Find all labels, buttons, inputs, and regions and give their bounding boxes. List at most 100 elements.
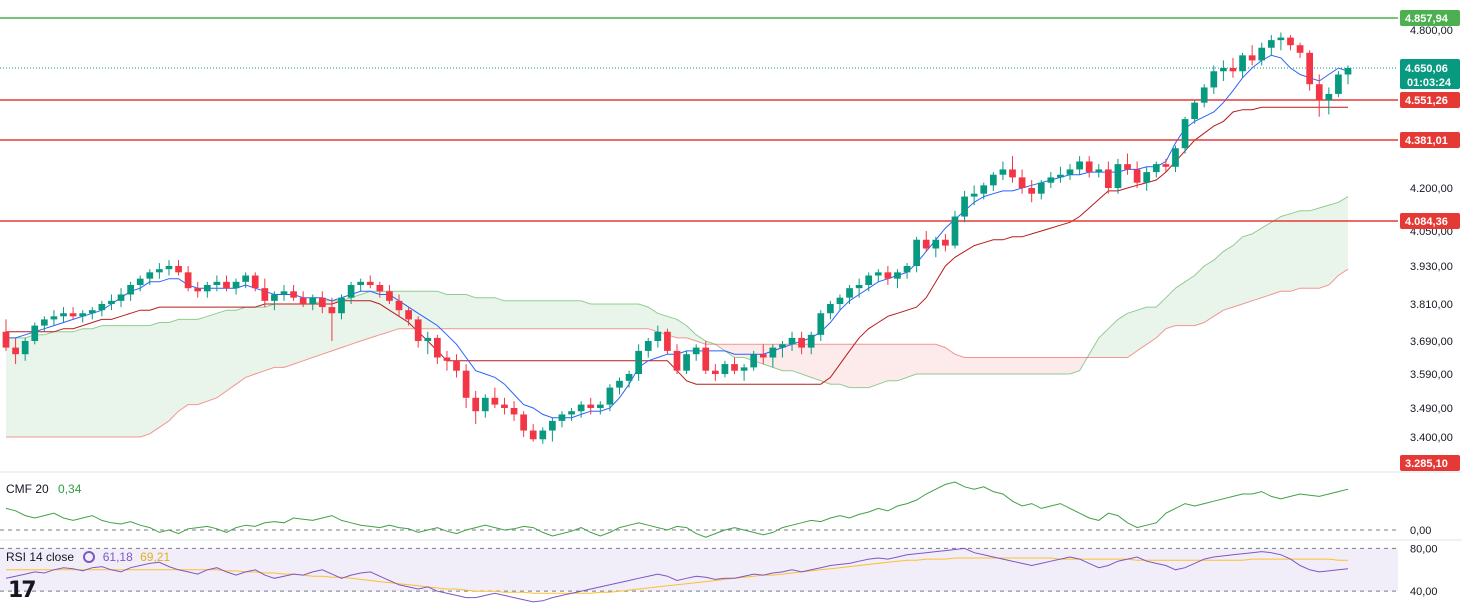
cloud-segment <box>561 300 572 329</box>
candle-body <box>271 294 278 301</box>
cloud-segment <box>514 300 524 329</box>
cloud-segment <box>322 300 332 355</box>
cloud-segment <box>523 300 534 329</box>
level-price-tag-bg <box>1400 92 1460 108</box>
candle-body <box>520 414 527 431</box>
cloud-segment <box>638 304 649 329</box>
cloud-segment <box>6 337 16 437</box>
tradingview-logo-icon[interactable]: 17 <box>8 578 37 603</box>
price-axis-label: 3.490,00 <box>1410 403 1453 415</box>
price-axis-label: 3.930,00 <box>1410 261 1453 273</box>
rsi-pane[interactable]: 80,00 40,00 <box>0 543 1438 603</box>
candle-body <box>702 347 710 371</box>
candle-body <box>654 331 662 341</box>
cloud-segment <box>312 300 323 358</box>
cloud-segment <box>1309 207 1320 289</box>
candle-body <box>596 404 604 408</box>
candle-body <box>136 278 144 285</box>
cloud-segment <box>360 291 371 341</box>
candle-body <box>1162 164 1170 167</box>
candle-body <box>568 411 575 415</box>
level-price-tag: 4.857,94 <box>1405 13 1449 25</box>
price-tags: 4.857,94 4.551,26 4.381,01 4.084,36 4.650,06… <box>1400 10 1460 471</box>
candle-body <box>874 272 882 276</box>
cloud-segment <box>1252 228 1262 301</box>
cloud-segment <box>255 307 265 374</box>
cloud-segment <box>696 334 706 345</box>
candle-body <box>1220 68 1227 72</box>
cloud-segment <box>418 291 428 329</box>
candle-body <box>481 397 489 412</box>
rsi-legend-label: RSI 14 close <box>6 550 75 564</box>
bottom-price-tag: 3.285,10 <box>1405 458 1448 470</box>
cmf-legend[interactable]: CMF 20 0,34 <box>6 482 81 496</box>
candle-body <box>625 374 633 381</box>
cloud-segment <box>274 304 284 368</box>
cloud-segment <box>1242 233 1253 304</box>
cloud-segment <box>964 357 975 374</box>
candle-body <box>549 420 556 431</box>
cloud-segment <box>1070 357 1080 374</box>
candle-body <box>213 281 221 285</box>
candle-body <box>711 370 719 374</box>
candle-body <box>942 239 949 246</box>
cloud-segment <box>859 344 869 388</box>
level-price-tag-bg <box>1400 213 1460 229</box>
cloud-segment <box>897 344 908 381</box>
candle-body <box>453 360 460 371</box>
candle-body <box>1248 55 1256 61</box>
candle-body <box>69 313 77 317</box>
candle-body <box>405 310 412 320</box>
candle-body <box>31 325 39 341</box>
cloud-segment <box>197 316 208 405</box>
candle-body <box>60 313 67 317</box>
candle-body <box>903 266 911 273</box>
candle-body <box>913 239 920 266</box>
rsi-settings-icon[interactable] <box>83 551 96 563</box>
rsi-band <box>0 548 1398 592</box>
cloud-segment <box>954 354 965 374</box>
candle-body <box>1105 169 1112 188</box>
current-price-tag-bg <box>1400 59 1460 89</box>
cloud-segment <box>437 291 447 329</box>
cloud-segment <box>590 304 601 329</box>
cloud-segment <box>53 331 64 437</box>
candle-body <box>1306 52 1314 85</box>
candle-body <box>1095 169 1103 173</box>
cloud-segment <box>236 307 246 385</box>
cloud-segment <box>1271 216 1281 295</box>
cloud-segment <box>73 328 83 437</box>
candle-body <box>951 216 959 246</box>
price-axis[interactable]: 4.800,004.200,004.050,003.930,003.810,00… <box>1410 25 1453 444</box>
candle-body <box>922 239 930 249</box>
cloud-segment <box>1204 260 1214 323</box>
candle-body <box>683 354 690 371</box>
main-price-pane[interactable] <box>0 17 1462 541</box>
candle-body <box>1239 55 1246 72</box>
cloud-segment <box>178 319 189 412</box>
candle-body <box>1047 177 1055 183</box>
cloud-segment <box>130 325 141 437</box>
cloud-segment <box>734 344 745 358</box>
cloud-segment <box>1261 222 1272 298</box>
candle-body <box>40 319 48 326</box>
cloud-segment <box>849 344 860 388</box>
cloud-segment <box>216 310 227 398</box>
leading-span-b-line <box>6 268 1349 438</box>
cloud-segment <box>1108 319 1118 358</box>
cloud-segment <box>1185 275 1195 326</box>
candle-body <box>50 316 58 320</box>
candle-body <box>664 331 671 351</box>
cloud-segment <box>830 344 840 385</box>
cloud-segment <box>993 357 1003 374</box>
rsi-legend[interactable]: RSI 14 close 61,18 69,21 <box>6 550 170 564</box>
cmf-line <box>5 481 1349 538</box>
cloud-segment <box>1280 213 1291 292</box>
cmf-pane[interactable]: 0,00 <box>0 481 1431 538</box>
cloud-segment <box>600 304 610 329</box>
candle-body <box>251 275 259 289</box>
candle-body <box>414 319 422 341</box>
cloud-segment <box>926 344 936 374</box>
